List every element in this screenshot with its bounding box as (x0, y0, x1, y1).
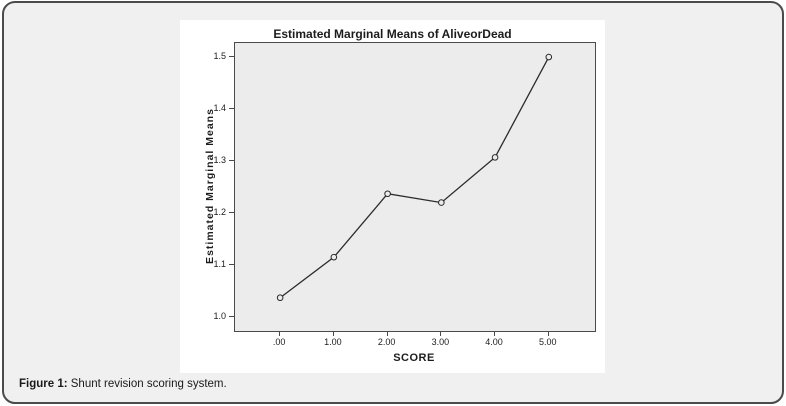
data-point-marker (276, 294, 284, 302)
x-tick-label: 2.00 (377, 337, 396, 347)
figure-caption: Figure 1: Shunt revision scoring system. (19, 378, 227, 390)
data-point-marker (491, 154, 499, 161)
y-tick-label: 1.3 (213, 155, 226, 165)
plot-area (234, 42, 596, 332)
y-tick-mark (229, 56, 234, 58)
x-tick-label: 4.00 (485, 337, 503, 347)
x-tick-label: 5.00 (539, 337, 557, 347)
chart-title: Estimated Marginal Means of AliveorDead (273, 27, 512, 41)
x-tick-mark (386, 331, 388, 336)
y-axis-label: Estimated Marginal Means (204, 108, 216, 264)
x-tick-mark (547, 331, 549, 336)
y-tick-mark (229, 108, 234, 110)
data-point-marker (545, 53, 553, 61)
y-tick-mark (229, 160, 234, 161)
data-point-marker (330, 253, 338, 261)
data-point-marker (384, 190, 391, 198)
y-tick-label: 1.4 (213, 103, 226, 114)
x-tick-label: 1.00 (324, 337, 342, 347)
y-tick-mark (229, 263, 234, 265)
figure-caption-text: Shunt revision scoring system. (67, 378, 227, 390)
y-tick-mark (229, 315, 234, 317)
x-tick-mark (279, 331, 281, 336)
figure-caption-label: Figure 1: (19, 378, 68, 390)
x-tick-label: .00 (272, 337, 286, 347)
y-tick-label: 1.0 (213, 310, 226, 321)
data-point-marker (438, 199, 445, 206)
x-tick-mark (332, 331, 334, 336)
y-tick-label: 1.1 (213, 258, 226, 269)
series-line (279, 56, 550, 299)
x-tick-mark (494, 331, 496, 336)
y-tick-label: 1.5 (213, 51, 226, 62)
line-series-svg (276, 53, 553, 302)
x-tick-label: 3.00 (431, 337, 450, 347)
chart-panel: Estimated Marginal Means of AliveorDead … (180, 20, 605, 373)
x-axis-label: SCORE (393, 352, 435, 364)
x-tick-mark (440, 331, 442, 336)
y-tick-label: 1.2 (213, 206, 226, 217)
y-tick-mark (229, 211, 234, 213)
